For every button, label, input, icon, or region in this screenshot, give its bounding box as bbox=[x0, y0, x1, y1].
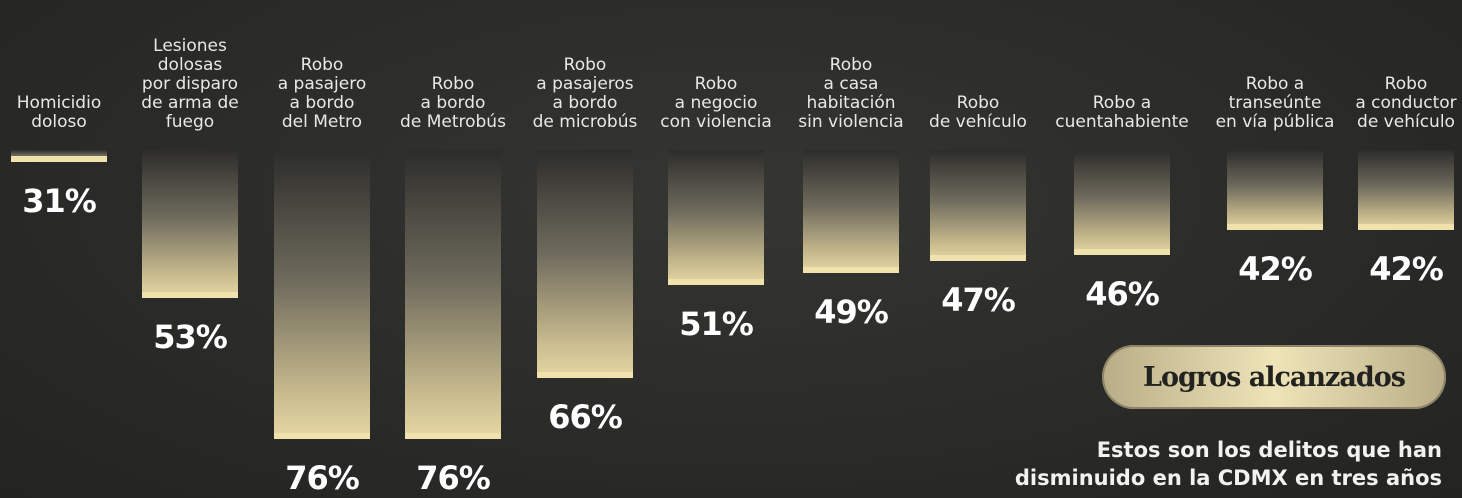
category-label: Lesiones dolosas por disparo de arma de … bbox=[141, 36, 239, 132]
data-label: 49% bbox=[814, 293, 889, 331]
bar-cap bbox=[11, 156, 107, 163]
bar bbox=[1227, 150, 1323, 230]
category-label: Robo a bordo de Metrobús bbox=[400, 74, 506, 132]
category-label: Homicidio doloso bbox=[16, 93, 102, 132]
category-label: Robo a negocio con violencia bbox=[660, 74, 772, 132]
data-label: 31% bbox=[22, 182, 97, 221]
category-label: Robo a transeúnte en vía pública bbox=[1215, 74, 1335, 132]
bar-cap bbox=[1074, 248, 1170, 255]
chart-title: Logros alcanzados bbox=[1143, 361, 1406, 393]
category-label: Robo a casa habitación sin violencia bbox=[798, 55, 904, 132]
data-label: 42% bbox=[1369, 249, 1444, 288]
bar-cap bbox=[405, 433, 501, 440]
bar bbox=[1074, 150, 1170, 255]
bar bbox=[11, 150, 107, 163]
title-badge: Logros alcanzados bbox=[1102, 345, 1446, 409]
bar bbox=[405, 150, 501, 440]
bar bbox=[274, 150, 370, 440]
bar-cap bbox=[1358, 223, 1454, 230]
bar bbox=[1358, 150, 1454, 230]
data-label: 46% bbox=[1085, 274, 1160, 313]
data-label: 76% bbox=[285, 459, 360, 498]
bar-cap bbox=[537, 371, 633, 378]
data-label: 53% bbox=[153, 317, 228, 356]
category-label: Robo a cuentahabiente bbox=[1055, 93, 1189, 132]
data-label: 76% bbox=[416, 459, 491, 498]
bar bbox=[142, 150, 238, 298]
bar-cap bbox=[274, 433, 370, 440]
data-label: 51% bbox=[679, 305, 754, 344]
category-label: Robo a conductor de vehículo bbox=[1355, 74, 1457, 132]
bar bbox=[668, 150, 764, 286]
data-label: 66% bbox=[548, 397, 623, 436]
bar-cap bbox=[1227, 223, 1323, 230]
bar bbox=[803, 150, 899, 273]
data-label: 42% bbox=[1238, 249, 1313, 288]
category-label: Robo a pasajero a bordo del Metro bbox=[277, 55, 367, 132]
category-label: Robo a pasajeros a bordo de microbús bbox=[532, 55, 638, 132]
category-label: Robo de vehículo bbox=[929, 93, 1027, 132]
data-label: 47% bbox=[941, 280, 1016, 319]
bar bbox=[537, 150, 633, 378]
bar-cap bbox=[668, 279, 764, 286]
bar-cap bbox=[803, 267, 899, 273]
chart-subtitle: Estos son los delitos que han disminuido… bbox=[1014, 438, 1442, 490]
bar-cap bbox=[142, 291, 238, 298]
bar bbox=[930, 150, 1026, 261]
bar-cap bbox=[930, 254, 1026, 261]
